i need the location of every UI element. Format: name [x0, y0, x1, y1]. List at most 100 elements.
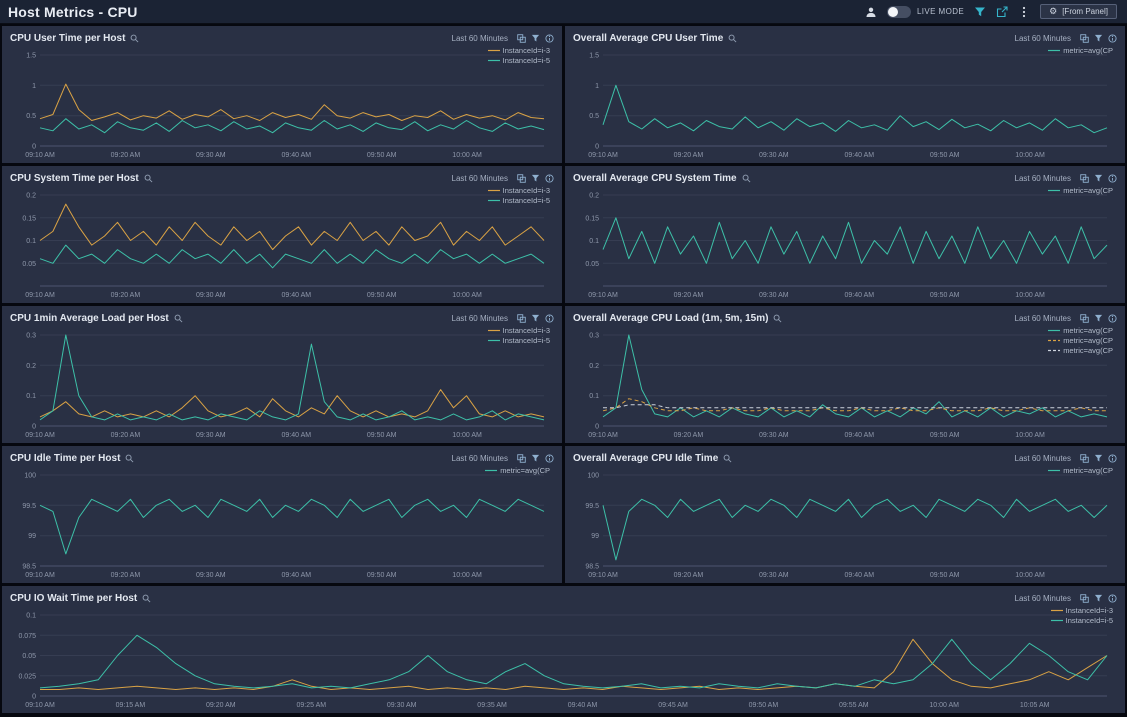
line-chart: 0 0.1 0.2 0.3 09:10 AM 09:20 AM 09:30 AM 09:40 … — [25, 333, 545, 439]
svg-text:10:00 AM: 10:00 AM — [1015, 292, 1045, 299]
panels-icon[interactable] — [517, 313, 526, 323]
svg-text:09:40 AM: 09:40 AM — [568, 702, 598, 709]
magnifier-icon[interactable] — [773, 314, 782, 323]
share-icon[interactable] — [996, 5, 1008, 18]
filter-icon[interactable] — [531, 174, 540, 183]
svg-text:09:20 AM: 09:20 AM — [111, 152, 141, 159]
info-icon[interactable] — [1108, 33, 1117, 43]
svg-text:1.5: 1.5 — [26, 53, 36, 60]
svg-text:0.1: 0.1 — [26, 393, 36, 400]
panel-cpu-1min-average-load-per-host: CPU 1min Average Load per Host Last 60 M… — [2, 306, 562, 443]
panels-icon[interactable] — [1080, 453, 1089, 463]
panels-icon[interactable] — [1080, 173, 1089, 183]
filter-icon[interactable] — [974, 6, 986, 18]
svg-text:0.5: 0.5 — [26, 113, 36, 120]
panel-title: CPU User Time per Host — [10, 32, 126, 44]
svg-text:09:30 AM: 09:30 AM — [759, 292, 789, 299]
time-range-label[interactable]: Last 60 Minutes — [451, 313, 508, 323]
svg-text:10:00 AM: 10:00 AM — [452, 292, 482, 299]
svg-text:09:30 AM: 09:30 AM — [759, 152, 789, 159]
svg-text:0.5: 0.5 — [589, 113, 599, 120]
svg-text:09:50 AM: 09:50 AM — [367, 292, 397, 299]
time-range-label[interactable]: Last 60 Minutes — [1014, 453, 1071, 463]
filter-icon[interactable] — [1094, 174, 1103, 183]
filter-icon[interactable] — [531, 314, 540, 323]
svg-text:09:50 AM: 09:50 AM — [367, 152, 397, 159]
magnifier-icon[interactable] — [742, 174, 751, 183]
svg-text:0.1: 0.1 — [26, 613, 36, 620]
svg-text:09:10 AM: 09:10 AM — [588, 152, 618, 159]
live-mode-toggle[interactable] — [886, 5, 911, 18]
svg-text:09:10 AM: 09:10 AM — [588, 572, 618, 579]
filter-icon[interactable] — [1094, 34, 1103, 43]
panel-title: Overall Average CPU Load (1m, 5m, 15m) — [573, 312, 769, 324]
gear-icon: ⚙ — [1049, 6, 1058, 16]
magnifier-icon[interactable] — [125, 454, 134, 463]
info-icon[interactable] — [1108, 173, 1117, 183]
svg-text:10:00 AM: 10:00 AM — [452, 572, 482, 579]
info-icon[interactable] — [1108, 593, 1117, 603]
filter-icon[interactable] — [1094, 594, 1103, 603]
svg-text:10:05 AM: 10:05 AM — [1020, 702, 1050, 709]
svg-text:0.05: 0.05 — [22, 261, 36, 268]
svg-text:09:40 AM: 09:40 AM — [282, 292, 312, 299]
panels-icon[interactable] — [517, 33, 526, 43]
info-icon[interactable] — [1108, 313, 1117, 323]
svg-text:09:50 AM: 09:50 AM — [749, 702, 779, 709]
time-range-label[interactable]: Last 60 Minutes — [451, 173, 508, 183]
info-icon[interactable] — [545, 173, 554, 183]
from-panel-button[interactable]: ⚙ [From Panel] — [1040, 4, 1117, 19]
svg-text:09:30 AM: 09:30 AM — [759, 572, 789, 579]
panels-icon[interactable] — [1080, 313, 1089, 323]
panels-icon[interactable] — [517, 173, 526, 183]
live-mode-label: LIVE MODE — [916, 7, 965, 16]
svg-text:10:00 AM: 10:00 AM — [1015, 572, 1045, 579]
time-range-label[interactable]: Last 60 Minutes — [1014, 33, 1071, 43]
svg-text:09:20 AM: 09:20 AM — [674, 152, 704, 159]
filter-icon[interactable] — [1094, 454, 1103, 463]
line-chart: 0.05 0.1 0.15 0.2 09:10 AM 09:20 AM 09:30 AM 09… — [22, 193, 545, 299]
info-icon[interactable] — [545, 313, 554, 323]
user-icon[interactable] — [865, 6, 877, 18]
svg-text:09:10 AM: 09:10 AM — [25, 572, 55, 579]
svg-text:99: 99 — [591, 533, 599, 540]
svg-text:10:00 AM: 10:00 AM — [929, 702, 959, 709]
magnifier-icon[interactable] — [723, 454, 732, 463]
filter-icon[interactable] — [531, 34, 540, 43]
svg-text:0.15: 0.15 — [585, 215, 599, 222]
svg-text:1.5: 1.5 — [589, 53, 599, 60]
filter-icon[interactable] — [1094, 314, 1103, 323]
svg-text:0.3: 0.3 — [26, 333, 36, 340]
time-range-label[interactable]: Last 60 Minutes — [451, 453, 508, 463]
magnifier-icon[interactable] — [174, 314, 183, 323]
line-chart: 0 0.025 0.05 0.075 0.1 09:10 AM 09:15 AM 09:20 … — [18, 613, 1108, 709]
time-range-label[interactable]: Last 60 Minutes — [451, 33, 508, 43]
line-chart: 0 0.5 1 1.5 09:10 AM 09:20 AM 09:30 AM 09:40 AM… — [588, 53, 1108, 159]
magnifier-icon[interactable] — [144, 174, 153, 183]
info-icon[interactable] — [545, 33, 554, 43]
svg-text:09:20 AM: 09:20 AM — [111, 292, 141, 299]
info-icon[interactable] — [545, 453, 554, 463]
svg-text:10:00 AM: 10:00 AM — [1015, 152, 1045, 159]
time-range-label[interactable]: Last 60 Minutes — [1014, 313, 1071, 323]
time-range-label[interactable]: Last 60 Minutes — [1014, 593, 1071, 603]
line-chart: 98.5 99 99.5 100 09:10 AM 09:20 AM 09:30 AM 09:… — [22, 473, 545, 579]
kebab-menu-icon[interactable] — [1018, 6, 1030, 18]
svg-text:09:40 AM: 09:40 AM — [845, 432, 875, 439]
svg-text:09:50 AM: 09:50 AM — [930, 292, 960, 299]
filter-icon[interactable] — [531, 454, 540, 463]
magnifier-icon[interactable] — [142, 594, 151, 603]
svg-text:09:40 AM: 09:40 AM — [282, 572, 312, 579]
magnifier-icon[interactable] — [728, 34, 737, 43]
panels-icon[interactable] — [1080, 593, 1089, 603]
time-range-label[interactable]: Last 60 Minutes — [1014, 173, 1071, 183]
svg-text:09:35 AM: 09:35 AM — [477, 702, 507, 709]
magnifier-icon[interactable] — [130, 34, 139, 43]
panel-overall-average-cpu-load: Overall Average CPU Load (1m, 5m, 15m) L… — [565, 306, 1125, 443]
panel-title: CPU 1min Average Load per Host — [10, 312, 169, 324]
panels-icon[interactable] — [517, 453, 526, 463]
info-icon[interactable] — [1108, 453, 1117, 463]
svg-text:09:55 AM: 09:55 AM — [839, 702, 869, 709]
panels-icon[interactable] — [1080, 33, 1089, 43]
svg-text:0.075: 0.075 — [18, 633, 36, 640]
